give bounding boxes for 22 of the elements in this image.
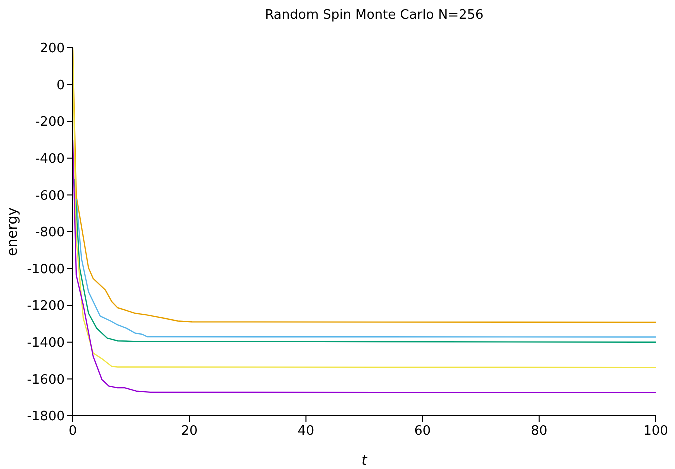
y-tick-label: -800: [35, 226, 65, 241]
x-tick-label: 80: [531, 424, 548, 440]
y-tick-label: -1200: [27, 299, 65, 314]
y-tick-label: -1400: [27, 336, 65, 352]
y-tick-label: -200: [35, 115, 65, 130]
y-tick-label: 0: [56, 78, 65, 94]
chart-title: Random Spin Monte Carlo N=256: [264, 8, 485, 23]
x-tick-label: 0: [68, 424, 78, 440]
y-tick-label: 200: [40, 42, 65, 57]
x-axis-title: t: [362, 453, 368, 469]
y-tick-label: -1000: [27, 262, 65, 278]
line-series: [76, 198, 656, 338]
x-tick-label: 20: [181, 424, 198, 440]
y-tick-label: -600: [35, 188, 65, 204]
y-tick-label: -400: [35, 152, 65, 168]
x-tick-label: 60: [414, 424, 432, 440]
line-series: [74, 178, 656, 343]
x-tick-label: 40: [298, 424, 314, 440]
y-axis-title: energy: [4, 208, 21, 256]
y-tick-label: -1600: [27, 372, 65, 388]
y-tick-label: -1800: [27, 410, 65, 425]
x-tick-label: 100: [644, 424, 668, 440]
